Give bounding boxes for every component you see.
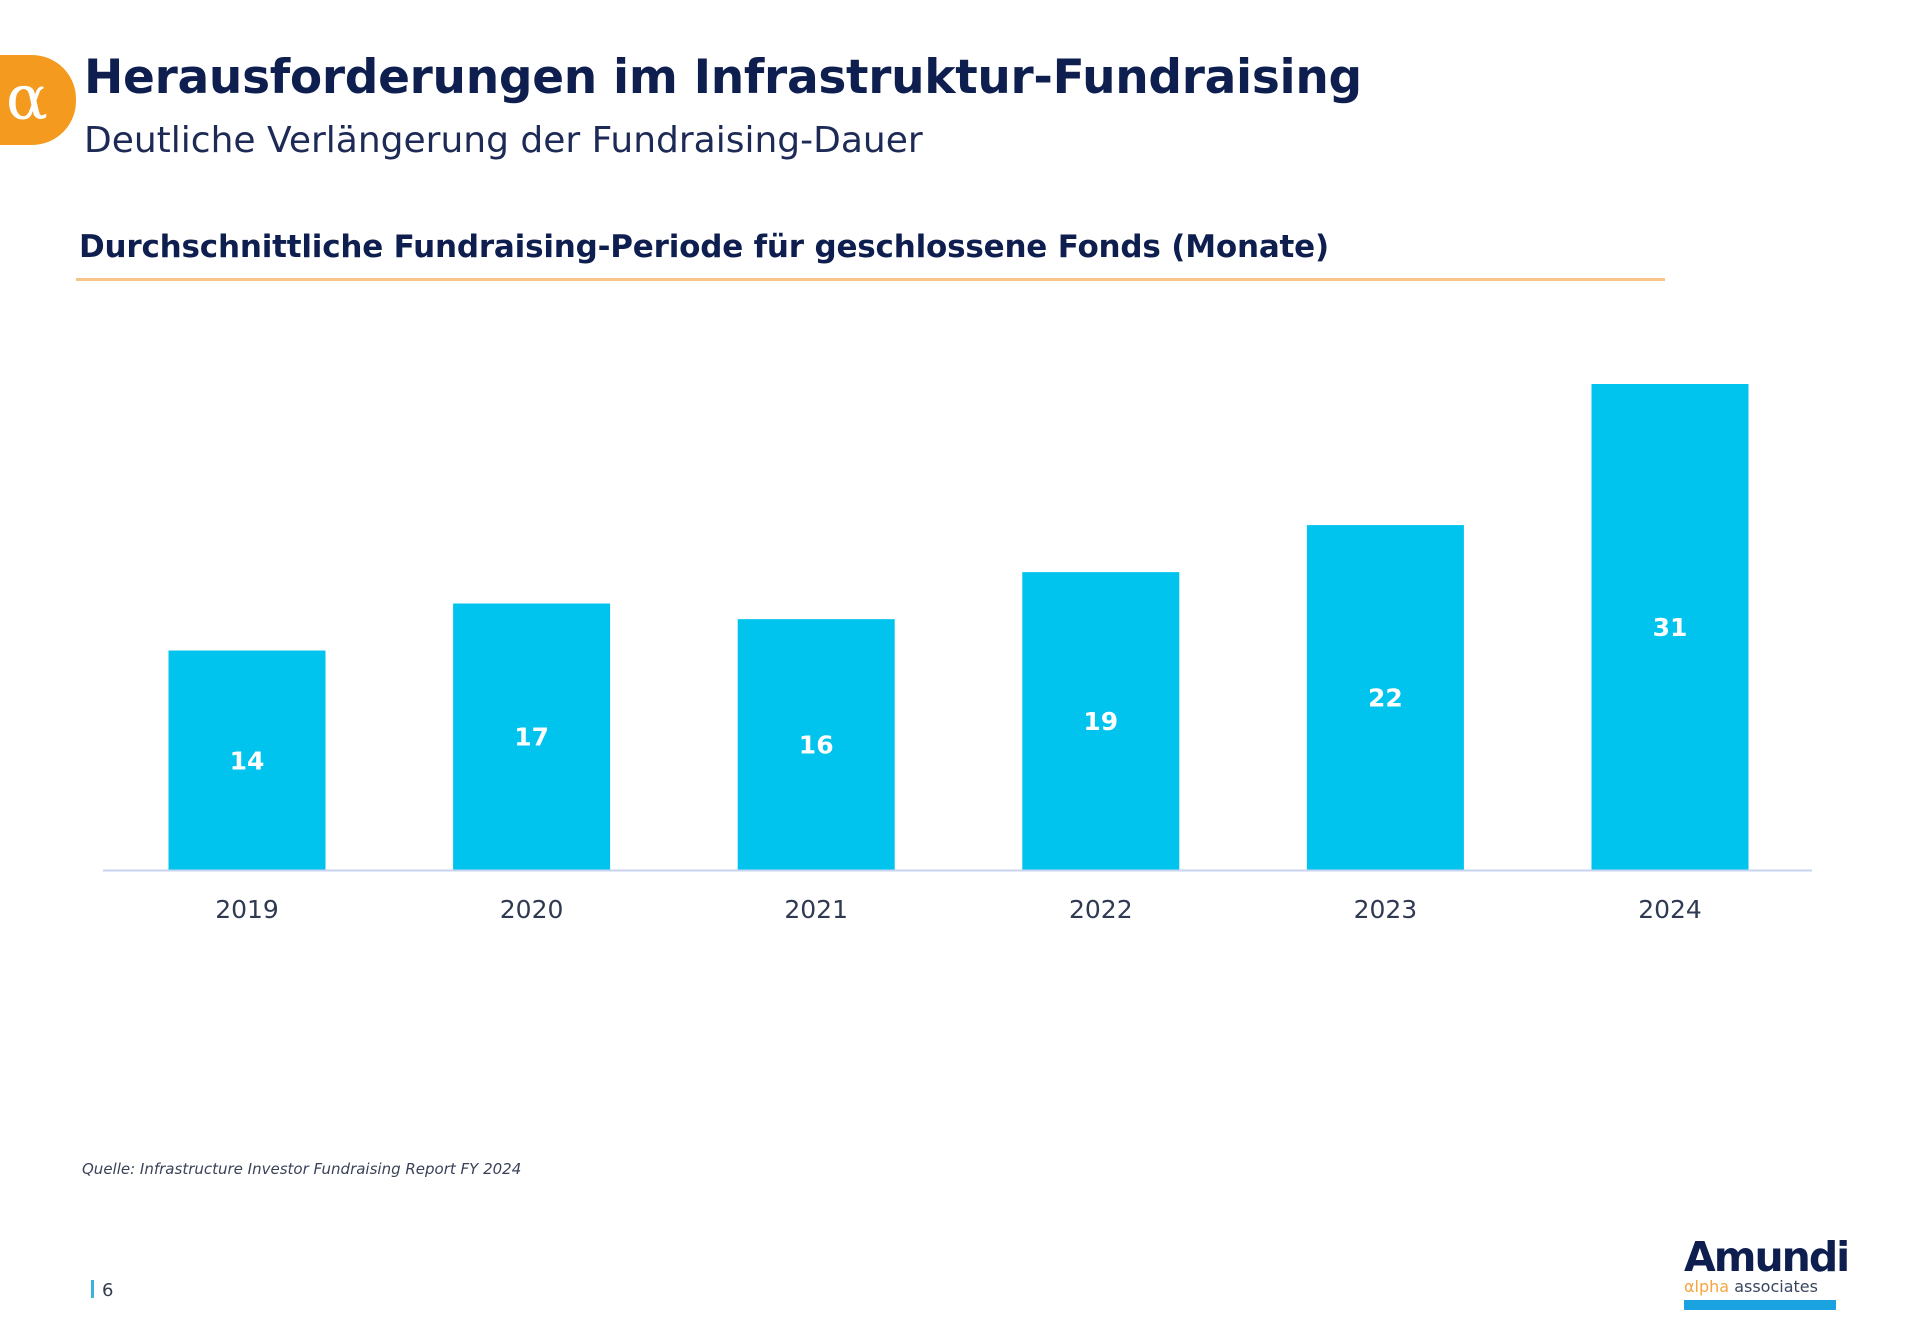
logo-subline: αlpha associates (1684, 1278, 1838, 1296)
logo-alpha: αlpha (1684, 1277, 1730, 1296)
logo-stripe (1684, 1300, 1836, 1310)
data-label-2021: 16 (799, 731, 834, 760)
page-marker (91, 1280, 94, 1298)
amundi-logo: Amundi αlpha associates (1684, 1233, 1850, 1310)
x-tick-label-2019: 2019 (215, 895, 279, 924)
data-label-2022: 19 (1083, 707, 1118, 736)
x-tick-label-2022: 2022 (1069, 895, 1133, 924)
data-label-2024: 31 (1653, 613, 1688, 642)
bar-2021 (737, 619, 895, 870)
bar-chart: 14 2019 17 2020 16 2021 19 2022 22 2023 31 2024 (103, 384, 1812, 924)
bar-2022 (1022, 572, 1180, 870)
title-divider (76, 278, 1665, 281)
logo-brand: Amundi (1684, 1233, 1850, 1281)
x-tick-label-2023: 2023 (1354, 895, 1418, 924)
x-tick-label-2021: 2021 (784, 895, 848, 924)
logo-associates: associates (1734, 1277, 1818, 1296)
x-tick-label-2024: 2024 (1638, 895, 1702, 924)
data-label-2020: 17 (514, 723, 549, 752)
bar-2019 (168, 650, 326, 870)
bar-2024 (1591, 384, 1749, 870)
source-note: Quelle: Infrastructure Investor Fundrais… (82, 1160, 522, 1178)
alpha-badge: α (0, 55, 76, 145)
page-number: 6 (91, 1280, 113, 1301)
chart-title: Durchschnittliche Fundraising-Periode fü… (79, 229, 1329, 265)
data-label-2019: 14 (230, 746, 265, 775)
x-tick-label-2020: 2020 (500, 895, 564, 924)
page-subtitle: Deutliche Verlängerung der Fundraising-D… (84, 120, 923, 161)
page-number-value: 6 (102, 1280, 114, 1301)
alpha-icon: α (6, 61, 48, 134)
data-label-2023: 22 (1368, 684, 1403, 713)
bar-2023 (1306, 525, 1464, 870)
bar-2020 (453, 603, 611, 870)
page-title: Herausforderungen im Infrastruktur-Fundr… (84, 50, 1362, 105)
